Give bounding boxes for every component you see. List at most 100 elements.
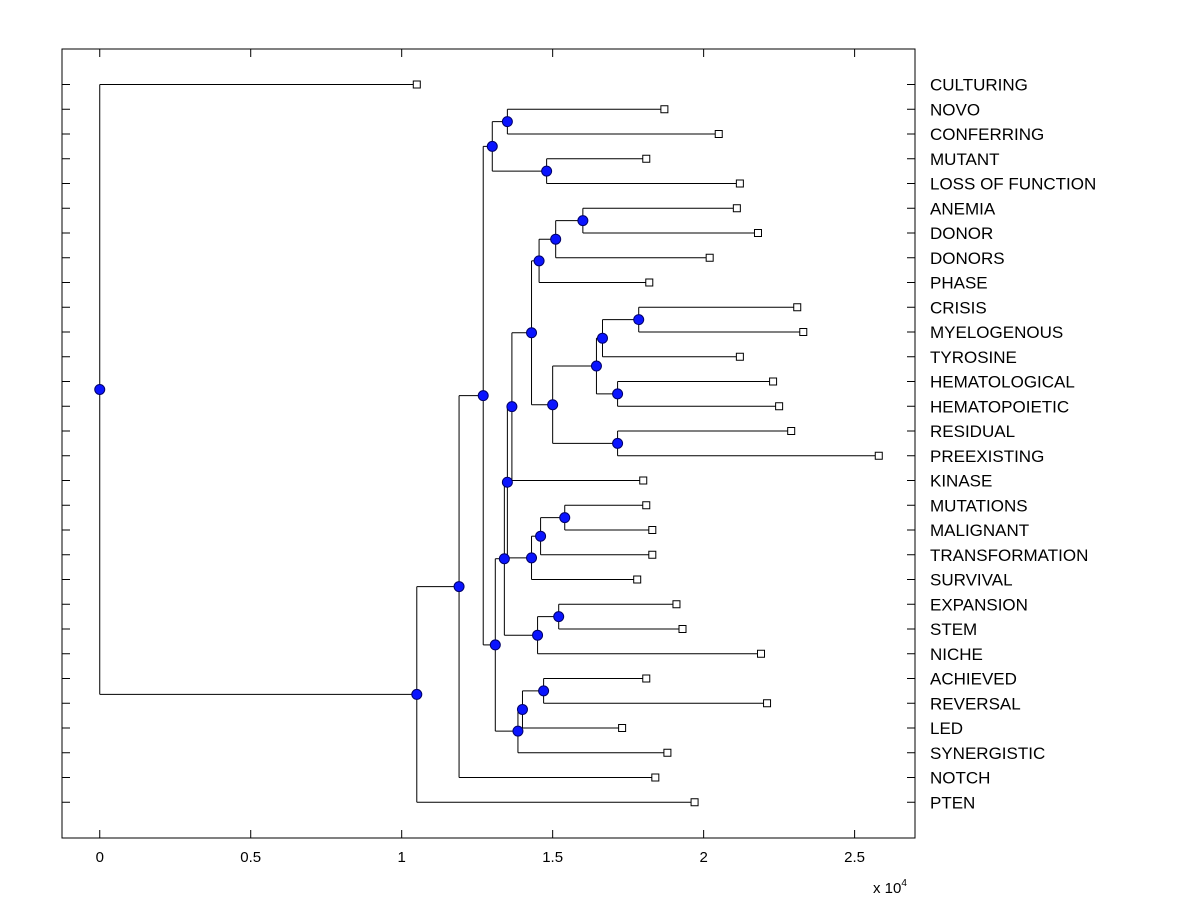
node-marker-n20	[532, 629, 544, 641]
node-marker-n23	[516, 703, 528, 715]
leaf-label: ACHIEVED	[930, 670, 1017, 689]
leaf-label: REVERSAL	[930, 694, 1021, 713]
leaf-label: SURVIVAL	[930, 571, 1013, 590]
leaf-marker	[678, 625, 687, 633]
leaf-marker	[787, 427, 796, 435]
leaf-marker	[648, 550, 657, 559]
node-marker-n24	[512, 725, 524, 737]
node-marker-n14	[506, 401, 518, 413]
leaf-label: CONFERRING	[930, 125, 1044, 144]
node-marker-n12	[547, 399, 559, 411]
leaf-marker	[874, 451, 883, 460]
leaf-marker	[735, 352, 744, 361]
leaf-label: STEM	[930, 620, 977, 639]
leaf-labels: CULTURING NOVO CONFERRING MUTANT LOSS OF FUN…	[930, 76, 1096, 813]
leaf-label: MUTATIONS	[930, 496, 1028, 515]
leaf-label: CRISIS	[930, 298, 987, 317]
node-marker-n3	[486, 140, 498, 152]
x-tick-label: 0.5	[240, 849, 261, 866]
leaf-marker	[642, 674, 651, 683]
leaf-marker	[799, 328, 808, 336]
leaf-label: CULTURING	[930, 76, 1028, 95]
x-tick-label: 2	[699, 849, 707, 866]
leaf-label: HEMATOLOGICAL	[930, 373, 1075, 392]
node-marker-n25	[489, 639, 501, 651]
leaf-label: LED	[930, 719, 963, 738]
leaf-label: MYELOGENOUS	[930, 323, 1063, 342]
x-tick-label: 0	[96, 849, 104, 866]
node-marker-n29	[94, 383, 106, 395]
plot-frame	[61, 48, 916, 839]
node-marker-n5	[550, 233, 562, 245]
leaf-marker	[793, 303, 802, 312]
leaf-marker	[412, 80, 421, 89]
node-marker-n1	[501, 116, 513, 128]
leaf-marker	[633, 575, 642, 584]
node-marker-n8	[596, 332, 608, 344]
node-marker-n19	[553, 611, 565, 623]
node-marker-n28	[411, 688, 423, 700]
node-marker-n6	[533, 255, 545, 267]
leaf-label: LOSS OF FUNCTION	[930, 175, 1096, 194]
leaf-label: SYNERGISTIC	[930, 744, 1045, 763]
node-marker-n10	[590, 360, 602, 372]
leaf-marker	[642, 501, 651, 510]
internal-node-markers	[94, 116, 645, 737]
leaf-marker	[753, 229, 762, 237]
leaf-marker	[651, 773, 660, 782]
node-marker-n7	[633, 314, 645, 326]
leaf-marker	[648, 526, 657, 534]
leaf-label: MUTANT	[930, 150, 1000, 169]
leaf-marker	[757, 649, 766, 658]
leaf-marker	[705, 253, 714, 262]
node-marker-n11	[612, 437, 624, 449]
node-marker-n17	[526, 552, 538, 564]
leaf-label: MALIGNANT	[930, 521, 1029, 540]
leaf-label: NOVO	[930, 100, 980, 119]
leaf-label: PREEXISTING	[930, 447, 1044, 466]
leaf-markers	[412, 80, 883, 807]
node-marker-n21	[498, 553, 510, 565]
leaf-label: TYROSINE	[930, 348, 1017, 367]
leaf-marker	[645, 278, 654, 287]
x-tick-label: 1	[398, 849, 406, 866]
leaf-label: ANEMIA	[930, 199, 996, 218]
x-tick-label: 1.5	[542, 849, 563, 866]
leaf-label: KINASE	[930, 472, 992, 491]
leaf-marker	[663, 748, 672, 757]
leaf-marker	[714, 130, 723, 138]
node-marker-n27	[453, 581, 465, 593]
node-marker-n4	[577, 215, 589, 227]
leaf-label: PHASE	[930, 274, 988, 293]
node-marker-n22	[538, 685, 550, 697]
leaf-marker	[660, 105, 669, 114]
node-marker-n9	[612, 388, 624, 400]
x-tick-labels: 0 0.5 1 1.5 2 2.5	[96, 849, 865, 866]
node-marker-n16	[535, 530, 547, 542]
leaf-marker	[639, 476, 648, 485]
axis-ticks	[62, 49, 915, 838]
leaf-marker	[690, 798, 699, 807]
leaf-marker	[672, 600, 681, 609]
leaf-marker	[618, 724, 627, 732]
node-marker-n18	[501, 476, 513, 488]
node-marker-n15	[559, 512, 571, 524]
leaf-marker	[769, 377, 778, 386]
leaf-label: RESIDUAL	[930, 422, 1015, 441]
leaf-label: NOTCH	[930, 769, 990, 788]
leaf-label: PTEN	[930, 793, 975, 812]
leaf-marker	[735, 179, 744, 188]
leaf-label: EXPANSION	[930, 595, 1028, 614]
x-multiplier-label: x 104	[873, 878, 907, 897]
leaf-label: NICHE	[930, 645, 983, 664]
leaf-marker	[732, 204, 741, 213]
leaf-label: DONORS	[930, 249, 1005, 268]
x-tick-label: 2.5	[844, 849, 865, 866]
node-marker-n2	[541, 165, 553, 177]
leaf-marker	[763, 699, 772, 708]
leaf-label: TRANSFORMATION	[930, 546, 1088, 565]
leaf-marker	[775, 402, 784, 411]
leaf-marker	[642, 154, 651, 163]
leaf-label: HEMATOPOIETIC	[930, 397, 1069, 416]
